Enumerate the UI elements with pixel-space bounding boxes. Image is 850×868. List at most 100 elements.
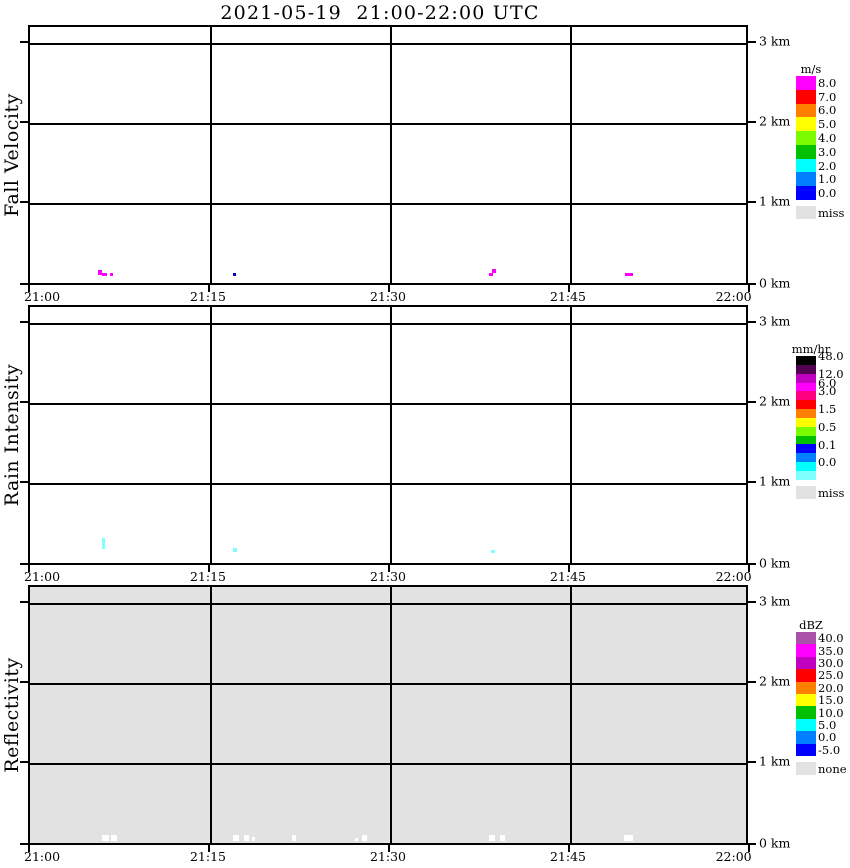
y-tick-label: 2 km <box>759 113 791 129</box>
colorbar-band <box>796 435 816 445</box>
data-pixel <box>292 835 296 841</box>
page-title: 2021-05-19 21:00-22:00 UTC <box>220 2 540 24</box>
y-tick-left <box>20 283 28 285</box>
colorbar-band <box>796 400 816 410</box>
colorbar-unit-label: dBZ <box>799 618 823 632</box>
colorbar-band <box>796 656 816 670</box>
colorbar-tick-label: 7.0 <box>818 89 837 104</box>
y-tick-right <box>748 401 756 403</box>
x-tick-label: 22:00 <box>715 849 752 864</box>
x-tick <box>748 565 750 572</box>
data-pixel <box>102 273 107 276</box>
y-tick-label: 2 km <box>759 393 791 409</box>
gridline-2km <box>30 123 746 125</box>
x-tick <box>208 285 210 292</box>
colorbar-band <box>796 743 816 756</box>
x-tick-label: 22:00 <box>715 289 752 304</box>
y-tick-right <box>748 41 756 43</box>
y-tick-left <box>20 201 28 203</box>
y-tick-right <box>748 201 756 203</box>
y-tick-right <box>748 761 756 763</box>
y-tick-label: 1 km <box>759 473 791 489</box>
y-tick-label: 3 km <box>759 33 791 49</box>
colorbar-band <box>796 131 816 145</box>
y-tick-left <box>20 761 28 763</box>
colorbar-tick-label: 3.0 <box>818 384 837 399</box>
x-tick-label: 21:45 <box>549 289 587 304</box>
y-tick-right <box>748 321 756 323</box>
colorbar-band <box>796 632 816 645</box>
colorbar-missing-swatch <box>796 762 816 775</box>
gridline-1km <box>30 203 746 205</box>
colorbar-band <box>796 391 816 401</box>
x-tick <box>208 565 210 572</box>
y-tick-label: 1 km <box>759 193 791 209</box>
y-tick-left <box>20 601 28 603</box>
colorbar-tick-label: -5.0 <box>818 742 841 757</box>
data-pixel <box>355 838 358 841</box>
colorbar-band <box>796 103 816 118</box>
data-pixel <box>102 538 105 549</box>
colorbar-unit-label: mm/hr <box>791 342 831 356</box>
colorbar-band <box>796 693 816 707</box>
data-pixel <box>500 835 505 841</box>
colorbar-tick-label: 2.0 <box>818 158 837 173</box>
colorbar-tick-label: 6.0 <box>818 375 837 390</box>
plot-area-reflectivity[interactable] <box>28 585 748 845</box>
y-tick-label: 1 km <box>759 753 791 769</box>
data-pixel <box>489 835 495 841</box>
plot-area-fall-velocity[interactable] <box>28 25 748 285</box>
data-pixel <box>489 273 493 276</box>
colorbar-tick-label: 3.0 <box>818 144 837 159</box>
colorbar-missing-swatch <box>796 486 816 499</box>
colorbar-tick-label: 4.0 <box>818 131 837 145</box>
plot-area-rain-intensity[interactable] <box>28 305 748 565</box>
x-tick-label: 22:00 <box>715 569 752 584</box>
y-tick-left <box>20 481 28 483</box>
colorbar-missing-swatch <box>796 206 816 219</box>
y-tick-right <box>748 681 756 683</box>
y-tick-label: 0 km <box>759 275 791 291</box>
data-pixel <box>233 273 236 276</box>
colorbar-tick-label: 0.0 <box>818 455 837 470</box>
colorbar-band <box>796 731 816 744</box>
data-pixel <box>252 837 255 841</box>
colorbar-band <box>796 172 816 187</box>
colorbar-band <box>796 706 816 719</box>
x-tick-label: 21:30 <box>369 569 407 584</box>
colorbar-tick-label: 40.0 <box>818 631 844 646</box>
colorbar-band <box>796 669 816 682</box>
y-tick-left <box>20 401 28 403</box>
colorbar-tick-label: 0.1 <box>818 437 837 452</box>
x-tick-label: 21:15 <box>189 289 227 304</box>
y-tick-right <box>748 843 756 845</box>
colorbar-band <box>796 186 816 200</box>
colorbar-tick-label: 30.0 <box>818 656 844 670</box>
colorbar-band <box>796 470 816 480</box>
y-tick-label: 0 km <box>759 555 791 571</box>
x-tick-label: 21:15 <box>189 849 227 864</box>
x-tick-label: 21:30 <box>369 849 407 864</box>
colorbar-tick-label: 25.0 <box>818 668 844 683</box>
gridline-1km <box>30 763 746 765</box>
colorbar-strip <box>796 632 816 756</box>
x-tick <box>28 845 30 852</box>
gridline-2115 <box>210 587 212 843</box>
data-pixel <box>362 835 367 841</box>
colorbar-band <box>796 444 816 454</box>
x-tick <box>388 845 390 852</box>
colorbar-band <box>796 382 816 392</box>
y-tick-left <box>20 41 28 43</box>
panel-label-reflectivity: Reflectivity <box>1 657 23 773</box>
colorbar-band <box>796 453 816 463</box>
x-tick <box>568 565 570 572</box>
data-pixel <box>492 269 496 273</box>
y-tick-right <box>748 283 756 285</box>
colorbar-band <box>796 117 816 132</box>
gridline-2km <box>30 683 746 685</box>
colorbar-band <box>796 417 816 427</box>
colorbar-band <box>796 462 816 471</box>
panel-label-rain-intensity: Rain Intensity <box>1 363 23 507</box>
y-tick-label: 2 km <box>759 673 791 689</box>
colorbar-tick-label: 0.0 <box>818 730 837 745</box>
